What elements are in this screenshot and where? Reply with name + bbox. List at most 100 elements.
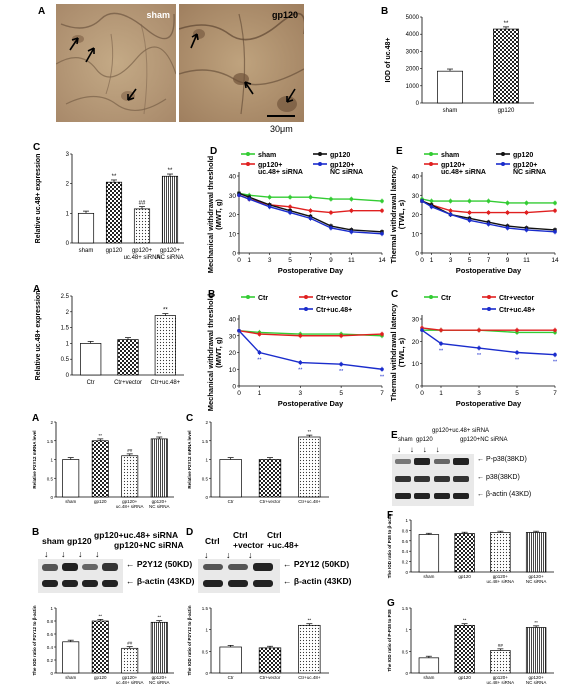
panel-letter-1A: A: [38, 6, 46, 17]
significance-mark: **: [504, 21, 509, 27]
x-tick-label: gp120: [458, 574, 471, 579]
y-tick-label: 0: [405, 671, 408, 676]
x-tick-label: 3: [477, 390, 481, 397]
x-tick-label: 0: [237, 390, 241, 397]
y-tick-label: 10: [229, 367, 237, 374]
y-tick-label: 30: [229, 333, 237, 340]
legend-label: gp120+ NC siRNA: [513, 162, 546, 176]
y-tick-label: 20: [412, 339, 420, 346]
significance-mark: **: [98, 613, 102, 618]
blot-E-arrows: ↓ ↓ ↓ ↓: [397, 445, 440, 454]
data-point: [515, 328, 519, 332]
y-tick-label: 40: [229, 174, 237, 181]
bar: [117, 339, 139, 376]
blot-B-membrane: [38, 559, 123, 593]
x-tick-label: 14: [551, 257, 559, 264]
x-tick-label: Ctr: [228, 499, 235, 504]
y-tick-label: 0: [232, 384, 236, 391]
data-point: [308, 216, 313, 221]
blot-B-lane-nc: gp120+NC siRNA: [114, 540, 184, 550]
data-point: [298, 333, 303, 338]
x-tick-label: 1: [247, 257, 251, 264]
y-tick-label: 0: [66, 373, 70, 379]
x-tick-label: Ctr+uc.48+: [150, 380, 180, 386]
y-tick-label: 1.5: [202, 606, 209, 611]
x-tick-label: Ctr: [228, 675, 235, 680]
y-tick-label: 30: [229, 193, 237, 200]
blot-D-lane-ctrl: Ctrl: [205, 536, 220, 546]
data-point: [420, 199, 424, 203]
data-point: [380, 367, 384, 372]
data-point: [486, 199, 491, 203]
legend-marker: [487, 295, 491, 299]
x-tick-label: 7: [380, 390, 384, 397]
data-point: [308, 195, 313, 199]
y-tick-label: 0.2: [47, 658, 54, 663]
y-tick-label: 40: [412, 174, 420, 181]
blot-B-lane-siRNA: gp120+uc.48+ siRNA: [94, 530, 179, 540]
y-axis-label: Relative uc.48+ expression: [35, 291, 42, 381]
bar: [150, 438, 168, 498]
blot-E-band-actin: β-actin (43KD): [485, 491, 532, 498]
x-tick-label: NC siRNA: [149, 680, 170, 685]
panel-letter-1D: D: [210, 146, 218, 157]
x-tick-label: gp120+: [493, 574, 509, 579]
chart-3A: 0 0.5 1 1.5 2 Relative P2Y12 mRNA level sham **…: [32, 420, 174, 509]
data-point: [380, 199, 384, 203]
x-tick-label: 9: [506, 257, 510, 264]
y-tick-label: 1: [66, 341, 70, 347]
y-axis-label-line: Thermal withdrawal latency: [389, 303, 398, 402]
x-axis-label: Postoperative Day: [278, 399, 344, 408]
x-tick-label: 14: [378, 257, 386, 264]
x-tick-label: NC siRNA: [526, 680, 547, 685]
y-tick-label: 10: [412, 361, 420, 368]
y-tick-label: 1: [405, 518, 408, 523]
y-tick-label: 5000: [406, 15, 420, 21]
data-point: [380, 231, 384, 236]
bar: [258, 647, 282, 674]
data-point: [505, 210, 510, 215]
x-tick-label: uc.48+ siRNA: [116, 680, 144, 685]
blot-E-lane-sham: sham: [398, 437, 413, 443]
legend-label: Ctr+uc.48+: [499, 307, 535, 314]
y-axis-label: The IOD ratio of P-P38 to P38: [387, 609, 392, 672]
x-tick-label: 3: [268, 257, 272, 264]
y-tick-label: 0: [415, 384, 419, 391]
x-tick-label: gp120: [458, 675, 471, 680]
data-point: [298, 360, 303, 365]
blot-B-bands: [42, 563, 118, 587]
x-tick-label: 5: [468, 257, 472, 264]
legend-label: gp120+ NC siRNA: [330, 162, 363, 176]
y-tick-label: 1: [405, 628, 408, 633]
data-point: [553, 230, 557, 234]
x-tick-label: sham: [65, 499, 76, 504]
legend-label-line: gp120+: [330, 162, 354, 169]
data-point: [524, 201, 529, 205]
legend-label: Ctr: [258, 295, 268, 302]
x-tick-label: gp120+: [122, 675, 138, 680]
y-tick-label: 2: [66, 182, 70, 188]
legend-label: gp120+ uc.48+ siRNA: [258, 162, 303, 176]
panel-letter-1C: C: [33, 142, 41, 153]
data-point: [553, 352, 557, 357]
significance-mark: **: [308, 429, 312, 434]
legend-label-line: uc.48+ siRNA: [441, 169, 486, 176]
y-tick-label: 0.5: [202, 476, 209, 481]
legend-label-line: NC siRNA: [513, 169, 546, 176]
y-axis-label: Relative P2Y12 mRNA level: [32, 430, 37, 488]
data-point: [349, 208, 354, 213]
legend-label: gp120: [330, 152, 350, 159]
significance-mark: **: [168, 168, 173, 174]
data-point: [486, 222, 491, 226]
panel-letter-3C: C: [186, 413, 194, 424]
x-tick-label: uc.48+ siRNA: [487, 680, 515, 685]
y-tick-label: 0: [50, 671, 53, 676]
data-point: [237, 328, 241, 333]
blot-E-lane-siRNA: gp120+uc.48+ siRNA: [432, 428, 490, 434]
significance-mark: **: [534, 620, 538, 625]
x-tick-label: gp120+: [160, 248, 181, 254]
series-line: [421, 198, 555, 204]
data-point: [257, 332, 262, 336]
